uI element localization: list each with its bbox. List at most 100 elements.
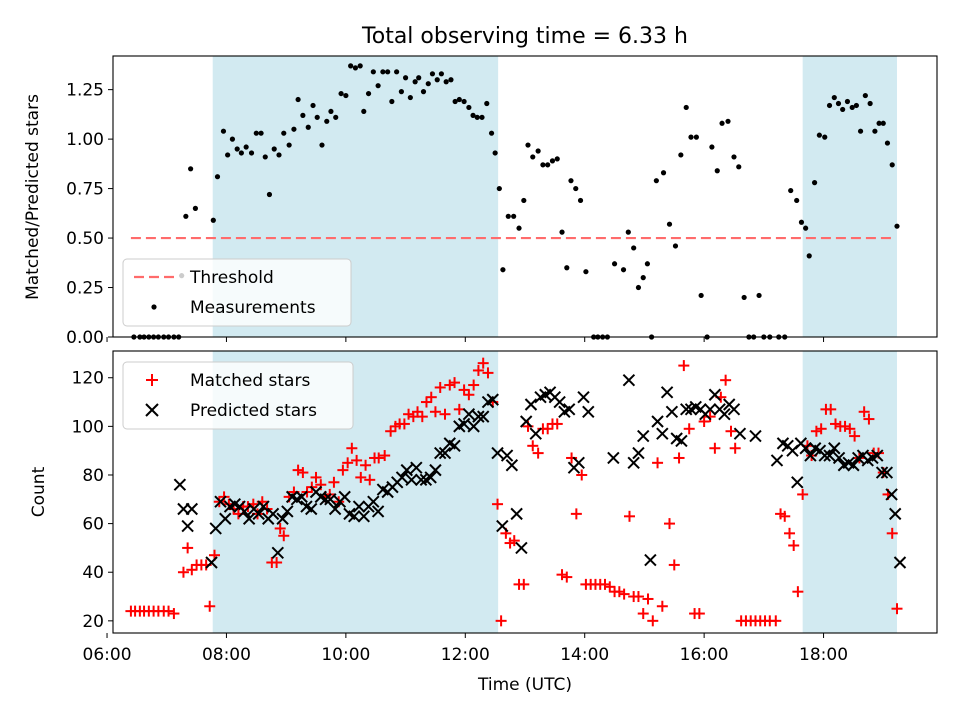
top-measurements-point [385,69,391,75]
bottom-predicted-stars-point [486,393,499,406]
top-measurements-point [300,112,306,118]
top-measurements-point [872,128,878,134]
top-x-ticks [106,337,825,342]
top-measurements-point [835,100,842,107]
bottom-matched-stars-point [458,384,470,396]
bottom-matched-stars-point [891,603,903,615]
bottom-matched-stars-point [566,452,578,464]
bottom-matched-stars-point [863,413,875,425]
top-measurements-point [876,120,882,126]
bottom-predicted-stars-point [424,471,437,484]
bottom-predicted-stars-point [799,442,812,455]
top-measurements-point [253,130,259,136]
bottom-predicted-stars-point [457,417,471,431]
top-measurements-point [756,292,762,299]
bottom-matched-stars-point [182,542,194,554]
bottom-matched-stars-point [168,608,180,620]
bottom-matched-stars-point [849,430,861,442]
bottom-predicted-stars-point [675,434,688,448]
top-measurements-point [214,174,221,180]
bottom-predicted-stars-point [209,522,222,535]
bottom-matched-stars-point [463,389,475,401]
bottom-matched-stars-point [508,535,520,547]
top-measurements-point [370,69,376,75]
bottom-predicted-stars-point [400,463,413,477]
legend-measurements-label: Measurements [190,298,316,318]
bottom-predicted-stars-point [448,439,461,453]
bottom-predicted-stars-point [281,505,294,518]
x-tick-label: 14:00 [560,645,609,665]
top-measurements-point [889,162,895,168]
top-measurements-point [568,178,574,184]
top-measurements-point [625,229,631,235]
legend-matched-label: Matched stars [190,371,310,391]
bottom-predicted-stars-point [665,405,679,418]
top-y-axis-label: Matched/Predicted stars [23,94,43,300]
bottom-predicted-stars-point [718,407,731,421]
top-measurements-point [741,294,747,301]
bottom-predicted-stars-point [185,502,199,516]
top-measurements-point [635,284,642,291]
bottom-matched-stars-point [449,377,461,389]
top-measurements-point [348,63,354,69]
top-measurements-point [709,144,715,150]
bottom-predicted-stars-point [238,505,251,518]
bottom-matched-stars-point [355,471,367,483]
bottom-predicted-stars-point [491,446,504,460]
bottom-matched-stars-point [412,406,424,418]
top-measurements-point [452,98,458,105]
bottom-matched-stars-point [576,469,588,481]
top-measurements-point [844,98,851,105]
bottom-matched-stars-point [663,518,675,530]
bottom-predicted-stars-point [660,386,674,399]
bottom-predicted-stars-point [414,473,428,487]
top-measurements-point [281,130,287,136]
top-measurements-point [448,77,454,83]
bottom-predicted-stars-point [352,500,366,513]
x-axis-label: Time (UTC) [477,675,572,695]
bottom-matched-stars-point [439,408,451,420]
bottom-predicted-stars-point [893,556,907,569]
bottom-predicted-stars-point [348,510,361,523]
bottom-predicted-stars-point [467,420,480,433]
bottom-matched-stars-point [163,605,175,617]
top-measurements-point [644,261,651,267]
bottom-predicted-stars-point [885,488,898,501]
top-measurements-point [398,89,404,95]
x-tick-label: 06:00 [83,645,132,665]
top-measurements-point [380,69,386,75]
bottom-matched-stars-point [297,467,309,479]
top-y-tick-label: 0.00 [66,328,104,348]
bottom-matched-stars-point [403,408,415,420]
top-measurements-point [794,197,800,204]
bottom-matched-stars-point [618,588,630,600]
bottom-predicted-stars-point [505,459,519,472]
top-measurements-point [672,243,679,249]
top-measurements-point [521,197,527,204]
top-measurements-point [816,132,822,138]
bottom-predicted-stars-point [205,556,218,569]
bottom-matched-stars-point [642,593,654,605]
top-measurements-point [192,205,198,211]
top-measurements-point [731,154,737,160]
top-measurements-point [375,83,381,89]
bottom-matched-stars-point [346,442,358,454]
bottom-matched-stars-point [310,471,322,483]
bottom-matched-stars-point [613,586,625,598]
bottom-predicted-stars-point [875,466,889,479]
top-measurements-point [295,96,301,103]
top-measurements-point [324,118,330,124]
top-y-tick-label: 1.25 [66,81,104,101]
top-measurements-point [343,92,349,99]
x-tick-label: 12:00 [441,645,490,665]
bottom-predicted-stars-point [500,449,514,462]
bottom-matched-stars-point [551,418,563,430]
bottom-matched-stars-point [720,374,732,386]
bottom-matched-stars-point [668,559,680,571]
top-measurements-point [577,197,584,204]
bottom-matched-stars-point [839,420,851,432]
bottom-predicted-stars-point [888,507,902,521]
top-measurements-point [788,187,794,194]
bottom-predicted-stars-point [632,446,645,460]
